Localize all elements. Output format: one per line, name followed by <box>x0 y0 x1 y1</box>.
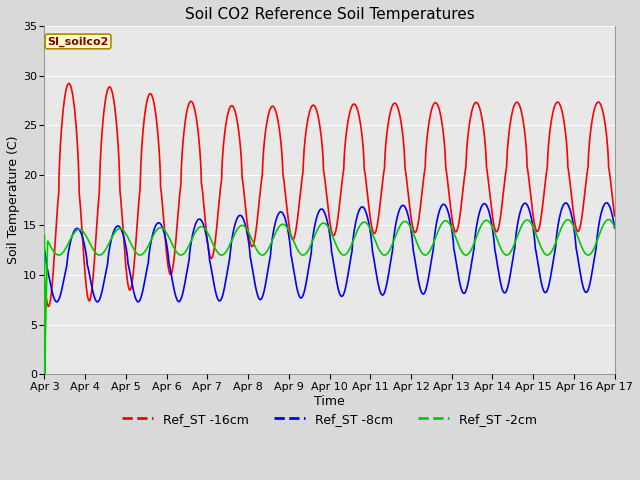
Legend: Ref_ST -16cm, Ref_ST -8cm, Ref_ST -2cm: Ref_ST -16cm, Ref_ST -8cm, Ref_ST -2cm <box>116 408 543 431</box>
Y-axis label: Soil Temperature (C): Soil Temperature (C) <box>7 136 20 264</box>
Text: SI_soilco2: SI_soilco2 <box>47 36 109 47</box>
X-axis label: Time: Time <box>314 395 345 408</box>
Title: Soil CO2 Reference Soil Temperatures: Soil CO2 Reference Soil Temperatures <box>185 7 474 22</box>
